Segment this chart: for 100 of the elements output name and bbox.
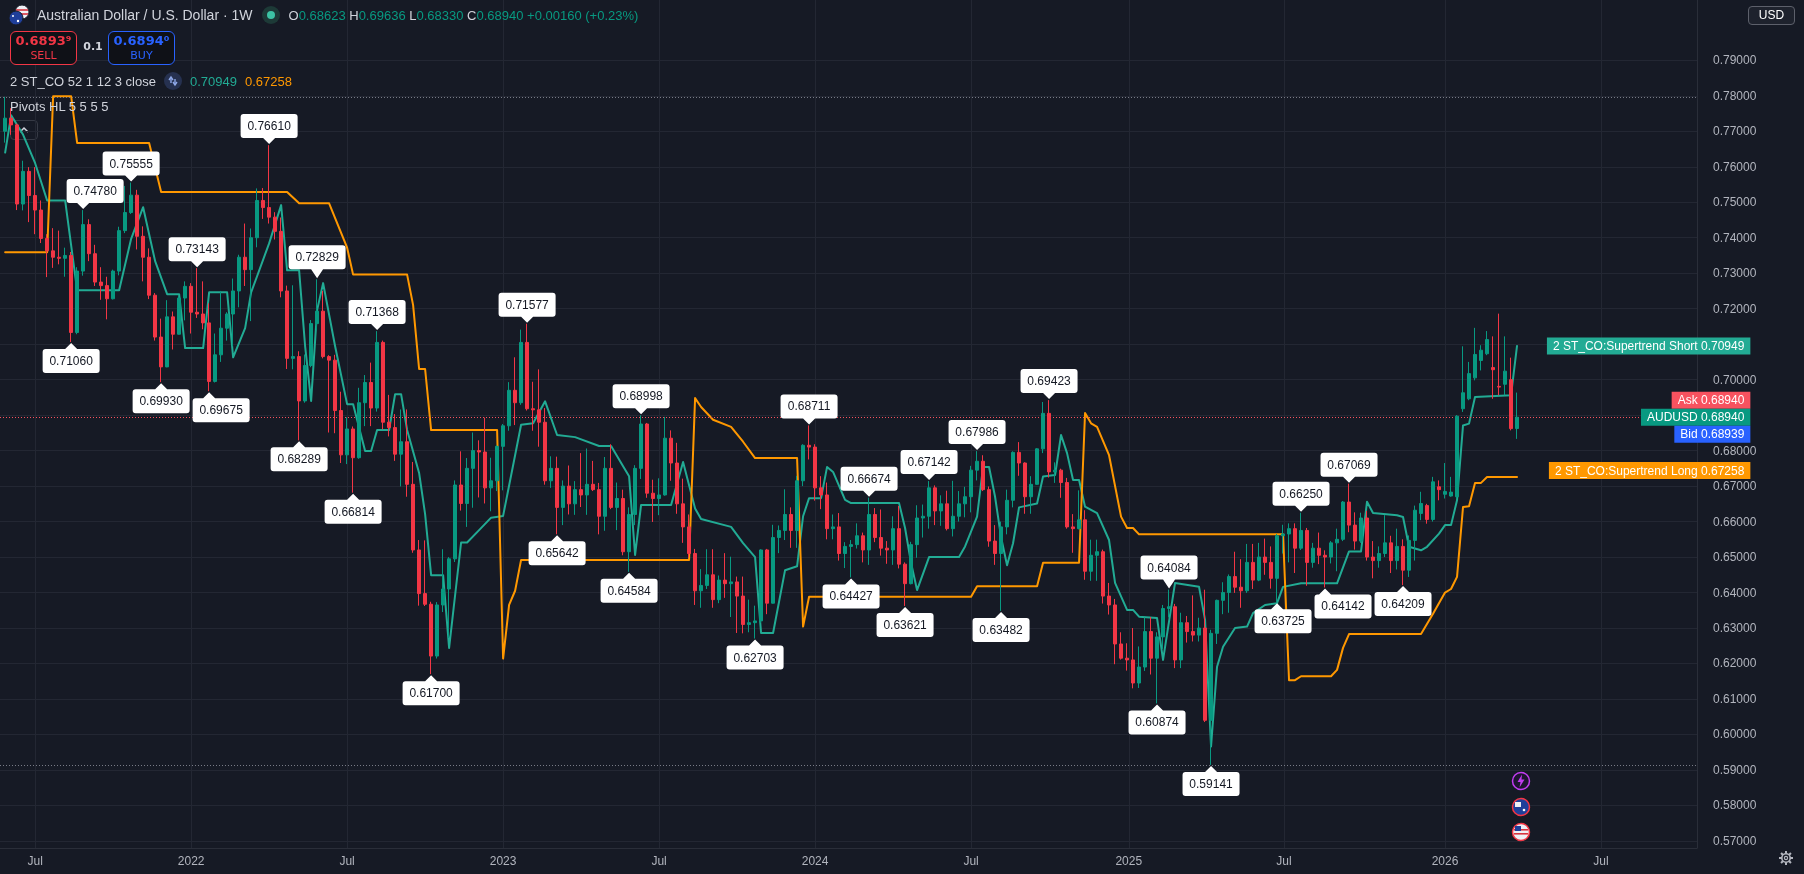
candlestick (51, 227, 55, 269)
candlestick (927, 480, 931, 530)
annotation: 0.71060 (49, 354, 94, 369)
y-tick-label: 0.64000 (1713, 585, 1757, 600)
candlestick (537, 368, 541, 448)
candlestick (1329, 540, 1333, 564)
candlestick (765, 548, 769, 615)
annotation: 0.69930 (139, 394, 184, 409)
annotation: Ask 0.68940 (1677, 393, 1745, 408)
candlestick (1017, 441, 1021, 477)
candlestick (159, 318, 163, 383)
sell-button: 0.6893⁹ SELL (10, 31, 77, 65)
candlestick (117, 226, 121, 276)
candlestick (87, 218, 91, 262)
candlestick (171, 311, 175, 350)
candlestick (1473, 327, 1477, 381)
annotation: 0.70949 (189, 73, 237, 89)
candlestick (1515, 392, 1519, 440)
candlestick (1095, 539, 1099, 582)
annotation: 0.6893⁹ (15, 33, 72, 48)
candlestick (1503, 335, 1507, 396)
annotation: 0.1 (82, 40, 104, 55)
candlestick (381, 340, 385, 430)
candlestick (1221, 581, 1225, 615)
candlestick (297, 350, 301, 441)
candlestick (663, 416, 667, 497)
candlestick (1125, 642, 1129, 672)
candlestick (1143, 616, 1147, 672)
candlestick (759, 548, 763, 624)
candlestick (1029, 475, 1033, 515)
annotation: 2 ST_CO 52 1 12 3 close (10, 73, 156, 89)
candlestick (393, 413, 397, 462)
candlestick (1479, 344, 1483, 371)
y-tick-label: 0.60000 (1713, 727, 1757, 742)
annotation: 0.67258 (244, 73, 292, 89)
candlestick (1131, 627, 1135, 689)
x-tick-label: 2023 (489, 854, 517, 868)
candlestick (1497, 313, 1501, 396)
candlestick (1023, 461, 1027, 515)
candlestick (1431, 476, 1435, 523)
candlestick (447, 556, 451, 639)
candlestick (303, 353, 307, 404)
candlestick (1149, 616, 1153, 675)
candlestick (813, 443, 817, 502)
candlestick (333, 354, 337, 434)
annotation: 2 ST_CO:Supertrend Long 0.67258 (1554, 463, 1745, 478)
candlestick (1401, 538, 1405, 586)
candlestick (975, 450, 979, 481)
candlestick (1113, 598, 1117, 665)
candlestick (1383, 514, 1387, 558)
candlestick (81, 209, 85, 277)
candlestick (153, 292, 157, 342)
annotation: 0.67142 (907, 455, 952, 470)
annotation: 0.68289 (277, 452, 322, 467)
candlestick (1155, 631, 1159, 704)
y-tick-label: 0.70000 (1713, 372, 1757, 387)
candlestick (885, 540, 889, 565)
candlestick (987, 485, 991, 548)
candlestick (429, 601, 433, 675)
x-tick-label: 2026 (1431, 854, 1459, 868)
candlestick (351, 425, 355, 494)
candlestick (753, 605, 757, 640)
candlestick (471, 432, 475, 509)
candlestick (795, 475, 799, 549)
candlestick (1161, 604, 1165, 650)
annotation: 0.67986 (955, 425, 1000, 440)
candlestick (219, 290, 223, 363)
candlestick (111, 269, 115, 300)
x-tick-label: 2022 (177, 854, 205, 868)
candlestick (837, 512, 841, 562)
candlestick (501, 423, 505, 491)
annotation: 0.72829 (295, 250, 340, 265)
candlestick (867, 497, 871, 566)
candlestick (213, 333, 217, 383)
candlestick (315, 278, 319, 331)
x-tick-label: 2024 (801, 854, 829, 868)
y-tick-label: 0.57000 (1713, 833, 1757, 848)
candlestick (1011, 450, 1015, 508)
candlestick (1491, 335, 1495, 400)
annotation: 0.69423 (1027, 374, 1072, 389)
candlestick (627, 506, 631, 573)
candlestick (465, 457, 469, 528)
candlestick (945, 490, 949, 531)
candlestick (1287, 522, 1291, 563)
candlestick (141, 225, 145, 282)
candlestick (1167, 589, 1171, 618)
candlestick (741, 576, 745, 634)
candlestick (201, 280, 205, 330)
candlestick (693, 548, 697, 606)
candlestick (1053, 461, 1057, 484)
candlestick (597, 482, 601, 535)
annotation: 0.66250 (1279, 486, 1324, 501)
candlestick (1197, 617, 1201, 642)
annotation: 0.64427 (829, 589, 874, 604)
candlestick (291, 284, 295, 370)
candlestick (207, 302, 211, 392)
candlestick (681, 478, 685, 544)
candlestick (363, 374, 367, 427)
y-tick-label: 0.62000 (1713, 656, 1757, 671)
candlestick (729, 556, 733, 618)
